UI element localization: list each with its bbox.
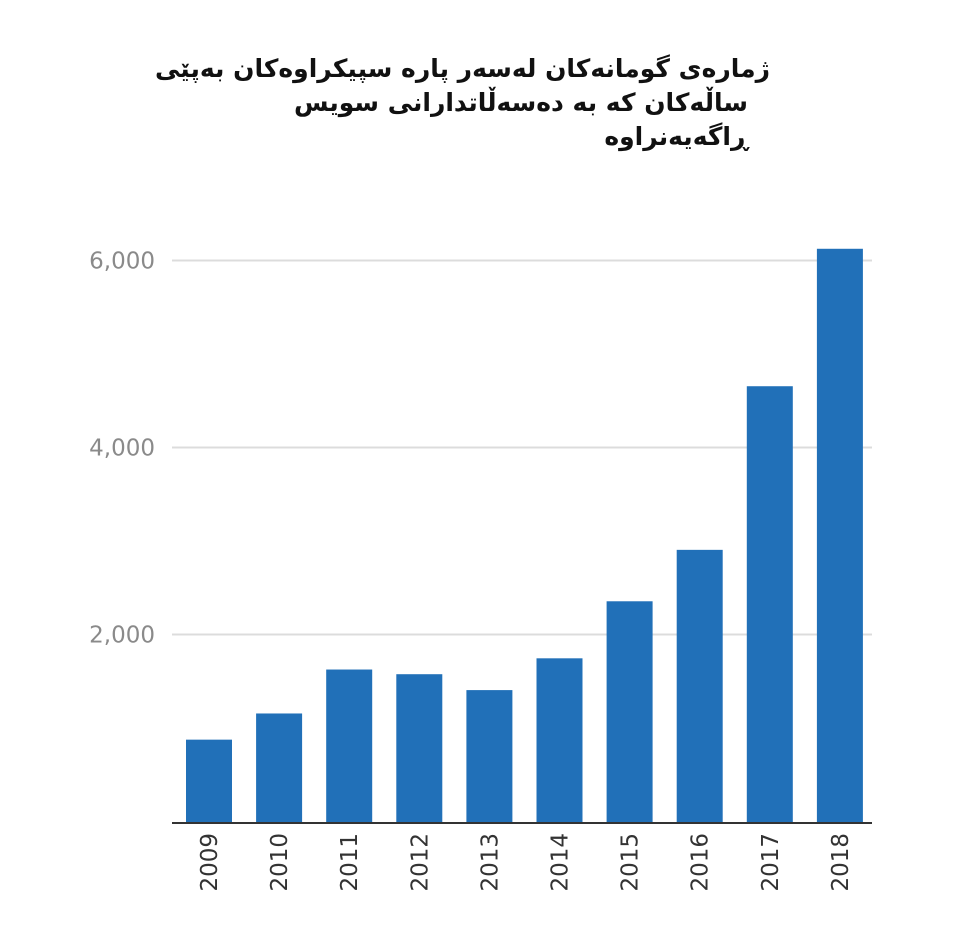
- chart-title-line-1: ژمارەی گومانەکان لەسەر پارە سپیکراوەکان …: [155, 54, 770, 83]
- y-tick-label: 2,000: [89, 623, 155, 649]
- bar-2018: [816, 248, 863, 822]
- bar-2013: [466, 690, 513, 822]
- x-tick-label-2013: 2013: [477, 833, 503, 892]
- y-tick-label: 6,000: [89, 249, 155, 275]
- x-tick-label-2016: 2016: [688, 833, 714, 892]
- bar-2015: [606, 601, 653, 822]
- x-tick-label-2012: 2012: [407, 833, 433, 892]
- y-tick-label: 4,000: [89, 436, 155, 462]
- y-axis-ticks: 2,000 4,000 6,000: [89, 249, 155, 649]
- bar-2016: [676, 549, 723, 822]
- bar-2009: [186, 739, 232, 822]
- bar-2012: [396, 674, 443, 822]
- x-tick-label-2017: 2017: [758, 833, 784, 892]
- x-tick-label-2014: 2014: [548, 833, 574, 892]
- x-tick-label-2009: 2009: [197, 833, 223, 892]
- chart-title-line-2: ساڵەکان کە بە دەسەڵاتدارانی سویس ڕاگەیەن…: [294, 88, 748, 151]
- x-tick-label-2011: 2011: [337, 833, 363, 892]
- x-tick-label-2010: 2010: [267, 833, 293, 892]
- bar-2011: [326, 669, 373, 822]
- chart-title: ژمارەی گومانەکان لەسەر پارە سپیکراوەکان …: [150, 52, 770, 154]
- x-axis-labels: 2009 2010 2011 2012 2013 2014 2015 2016 2017 2018: [197, 833, 854, 892]
- bar-2014: [536, 658, 583, 822]
- x-tick-label-2018: 2018: [828, 833, 854, 892]
- bar-2017: [746, 386, 793, 822]
- bars: [186, 248, 863, 822]
- x-tick-label-2015: 2015: [618, 833, 644, 892]
- bar-2010: [256, 713, 303, 822]
